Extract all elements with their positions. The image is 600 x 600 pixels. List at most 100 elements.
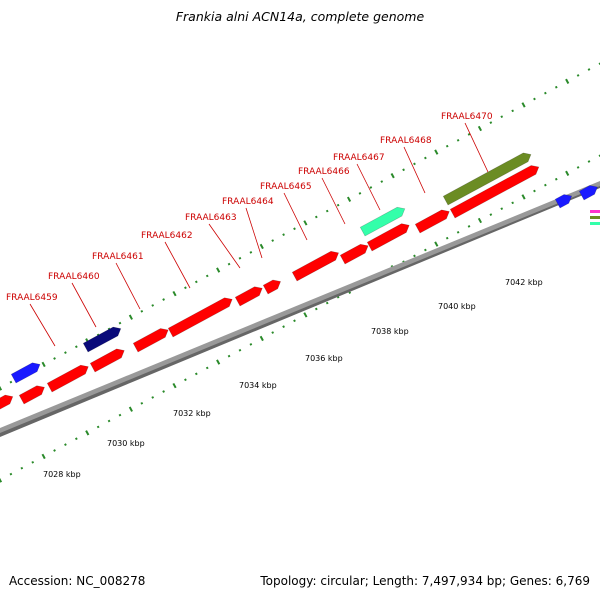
tick-mark bbox=[271, 239, 275, 242]
tick-mark bbox=[74, 437, 78, 441]
tick-mark bbox=[500, 207, 504, 211]
tick-mark bbox=[346, 196, 352, 202]
tick-mark bbox=[445, 144, 449, 148]
tick-mark bbox=[303, 312, 308, 318]
scale-label: 7034 kbp bbox=[239, 381, 277, 390]
tick-mark bbox=[413, 254, 416, 258]
genome-summary: Topology: circular; Length: 7,497,934 bp… bbox=[260, 574, 590, 588]
tick-mark bbox=[216, 359, 221, 365]
tick-mark bbox=[576, 74, 580, 77]
tick-mark bbox=[314, 307, 318, 311]
tick-mark bbox=[533, 189, 536, 193]
tick-mark bbox=[172, 290, 177, 297]
tick-mark bbox=[227, 354, 231, 358]
pink-feature bbox=[590, 210, 600, 213]
tick-mark bbox=[194, 372, 198, 376]
gene-label: FRAAL6460 bbox=[48, 272, 100, 282]
tick-mark bbox=[434, 241, 439, 247]
tick-mark bbox=[544, 183, 547, 187]
cds-arrow bbox=[291, 250, 340, 282]
tick-mark bbox=[249, 250, 253, 254]
tick-mark bbox=[41, 361, 46, 368]
lower-tick-ring bbox=[0, 154, 600, 483]
callout-line bbox=[115, 262, 141, 310]
callout-line bbox=[29, 303, 56, 347]
tick-mark bbox=[554, 85, 558, 89]
tick-mark bbox=[293, 319, 296, 323]
cds-arrow bbox=[167, 297, 233, 338]
tick-mark bbox=[31, 460, 35, 464]
feature-track bbox=[0, 152, 600, 410]
tick-mark bbox=[140, 309, 144, 313]
tick-mark bbox=[128, 406, 133, 412]
tick-mark bbox=[521, 194, 526, 200]
tick-mark bbox=[151, 396, 155, 399]
gene-label: FRAAL6462 bbox=[141, 231, 193, 241]
upper-tick-ring bbox=[0, 62, 600, 391]
tick-mark bbox=[249, 342, 253, 346]
tick-mark bbox=[336, 203, 340, 207]
olive-feature bbox=[442, 152, 532, 206]
tick-mark bbox=[511, 201, 515, 205]
gene-callouts: FRAAL6459 FRAAL6460 FRAAL6461 FRAAL6462 FRAA… bbox=[6, 112, 493, 347]
tick-mark bbox=[521, 102, 526, 108]
tick-mark bbox=[184, 286, 187, 290]
callout-line bbox=[245, 207, 263, 259]
tick-mark bbox=[128, 314, 133, 320]
tick-mark bbox=[477, 217, 483, 224]
cds-arrow bbox=[46, 364, 89, 393]
gene-label: FRAAL6463 bbox=[185, 213, 237, 223]
callout-line bbox=[356, 163, 381, 211]
tick-mark bbox=[216, 267, 221, 273]
tick-mark bbox=[489, 213, 493, 216]
tick-mark bbox=[205, 274, 209, 278]
tick-mark bbox=[565, 170, 570, 176]
tick-mark bbox=[227, 262, 231, 266]
callout-line bbox=[464, 122, 489, 173]
tick-mark bbox=[162, 298, 165, 301]
tick-mark bbox=[96, 425, 100, 429]
tick-mark bbox=[282, 325, 285, 329]
blue-feature bbox=[10, 362, 41, 384]
tick-mark bbox=[456, 230, 460, 234]
callout-line bbox=[164, 241, 191, 289]
tick-mark bbox=[238, 348, 242, 352]
tick-mark bbox=[107, 419, 111, 423]
callout-line bbox=[71, 282, 97, 328]
tick-mark bbox=[53, 449, 56, 452]
tick-mark bbox=[74, 345, 78, 349]
tick-mark bbox=[380, 180, 384, 183]
cds-arrow bbox=[339, 243, 369, 265]
tick-mark bbox=[9, 380, 13, 384]
tick-mark bbox=[0, 385, 3, 391]
tick-mark bbox=[64, 351, 67, 354]
scale-label: 7030 kbp bbox=[107, 439, 145, 448]
tick-mark bbox=[445, 236, 449, 240]
tick-mark bbox=[587, 160, 591, 163]
callout-line bbox=[208, 223, 241, 269]
scale-label: 7032 kbp bbox=[173, 409, 211, 418]
tick-mark bbox=[293, 227, 296, 231]
tick-mark bbox=[489, 121, 493, 124]
tick-mark bbox=[271, 331, 275, 334]
tick-mark bbox=[533, 97, 536, 101]
tick-mark bbox=[9, 472, 13, 476]
tick-mark bbox=[358, 192, 362, 195]
gene-label: FRAAL6470 bbox=[441, 112, 493, 122]
gene-label: FRAAL6466 bbox=[298, 167, 350, 177]
tick-mark bbox=[0, 477, 3, 483]
gene-label: FRAAL6459 bbox=[6, 293, 58, 303]
tick-mark bbox=[424, 156, 427, 160]
olive-feature bbox=[590, 216, 600, 219]
tick-mark bbox=[500, 115, 504, 119]
tick-mark bbox=[587, 68, 591, 71]
tick-mark bbox=[238, 256, 242, 260]
tick-mark bbox=[477, 125, 483, 132]
tick-mark bbox=[369, 186, 373, 189]
gene-label: FRAAL6465 bbox=[260, 182, 312, 192]
navy-feature bbox=[82, 326, 122, 353]
tick-mark bbox=[41, 453, 46, 460]
tick-mark bbox=[64, 443, 67, 446]
gene-label: FRAAL6461 bbox=[92, 252, 144, 262]
tick-mark bbox=[554, 177, 558, 181]
